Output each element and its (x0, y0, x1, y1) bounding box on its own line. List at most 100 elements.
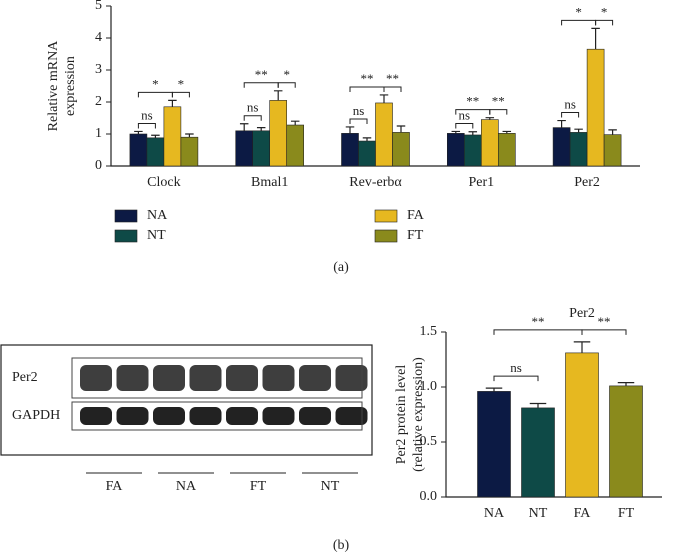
error-bar (591, 27, 600, 50)
blot-band (335, 365, 368, 391)
bar (146, 137, 165, 167)
bar (463, 134, 482, 167)
bar (497, 133, 516, 167)
y-tick-label: 3 (95, 62, 102, 77)
blot-band (335, 407, 368, 425)
error-bar (485, 387, 503, 392)
significance-bracket (455, 122, 474, 129)
bar (446, 133, 465, 167)
significance-bracket (349, 86, 385, 92)
significance-label: ** (532, 314, 545, 329)
legend-swatch (374, 229, 398, 243)
blot-strip (71, 401, 363, 431)
significance-label: ns (510, 360, 522, 375)
significance-label: * (601, 4, 608, 19)
significance-bracket (171, 91, 190, 98)
error-bar (573, 341, 591, 353)
significance-label: ** (466, 94, 479, 109)
significance-bracket (561, 19, 597, 26)
lane-label: FA (106, 479, 124, 494)
bar (269, 100, 288, 167)
significance-bracket (243, 82, 279, 88)
significance-bracket (137, 91, 173, 98)
x-tick-label: Per1 (468, 175, 494, 190)
error-bar (557, 119, 566, 128)
blot-band (116, 365, 149, 391)
bar (569, 132, 588, 167)
bar (603, 134, 622, 167)
blot-band (189, 407, 222, 425)
error-bar (529, 402, 547, 408)
blot-frame (0, 344, 373, 456)
y-axis-label: expression (63, 56, 78, 116)
x-tick-label: Bmal1 (251, 175, 288, 190)
bar (252, 130, 270, 167)
bar (129, 133, 148, 167)
error-bar (151, 134, 160, 138)
caption: (a) (333, 260, 349, 275)
y-tick-label: 0.0 (420, 489, 438, 504)
significance-label: ns (141, 107, 153, 122)
y-tick-label: 1 (95, 126, 102, 141)
legend-label: NT (147, 228, 166, 243)
x-tick-label: Clock (147, 175, 180, 190)
bar (480, 119, 499, 167)
bar (609, 385, 643, 498)
error-bar (617, 382, 635, 386)
blot-band (80, 407, 112, 425)
legend-swatch (114, 209, 138, 223)
significance-label: ** (361, 71, 374, 86)
significance-bracket (137, 122, 156, 129)
significance-label: ns (247, 100, 259, 115)
significance-bracket (595, 19, 614, 26)
x-tick-label: NA (484, 506, 505, 521)
blot-band (189, 365, 222, 391)
significance-label: ns (459, 107, 471, 122)
error-bar (134, 130, 143, 134)
significance-bracket (489, 109, 508, 115)
blot-band (116, 407, 149, 425)
significance-label: ** (255, 67, 268, 82)
error-bar (468, 131, 478, 135)
legend-swatch (374, 209, 398, 223)
error-bar (273, 90, 283, 101)
y-axis-label: (relative expression) (411, 357, 426, 472)
error-bar (379, 94, 389, 103)
blot-band (299, 365, 331, 391)
blot-band (299, 407, 331, 425)
error-bar (485, 117, 495, 120)
error-bar (239, 123, 249, 131)
significance-label: ** (598, 314, 611, 329)
significance-label: * (152, 76, 159, 91)
legend-label: FT (407, 228, 424, 243)
blot-band (262, 407, 295, 425)
significance-label: * (283, 67, 290, 82)
bar (565, 352, 599, 498)
significance-label: ns (564, 97, 576, 112)
y-tick-label: 4 (95, 30, 102, 45)
blot-band (153, 365, 185, 391)
significance-label: ** (492, 94, 505, 109)
blot-strip (71, 357, 363, 399)
bar (235, 130, 253, 167)
legend-swatch (114, 229, 138, 243)
significance-label: * (575, 4, 582, 19)
significance-bracket (243, 115, 262, 121)
caption: (b) (333, 538, 350, 553)
bar (180, 136, 199, 167)
y-axis-label: Per2 protein level (394, 365, 409, 465)
significance-label: ** (386, 71, 399, 86)
y-tick-label: 0 (95, 158, 102, 173)
bar (552, 127, 571, 167)
x-tick-label: Rev-erbα (349, 175, 402, 190)
error-bar (396, 125, 406, 133)
bar (341, 133, 359, 167)
y-axis-label: Relative mRNA (46, 40, 61, 131)
chart-title: Per2 (569, 306, 595, 321)
blot-row-label: Per2 (12, 370, 38, 385)
lane-label: NT (321, 479, 340, 494)
significance-bracket (349, 118, 368, 124)
bar (286, 124, 305, 167)
error-bar (502, 130, 512, 134)
